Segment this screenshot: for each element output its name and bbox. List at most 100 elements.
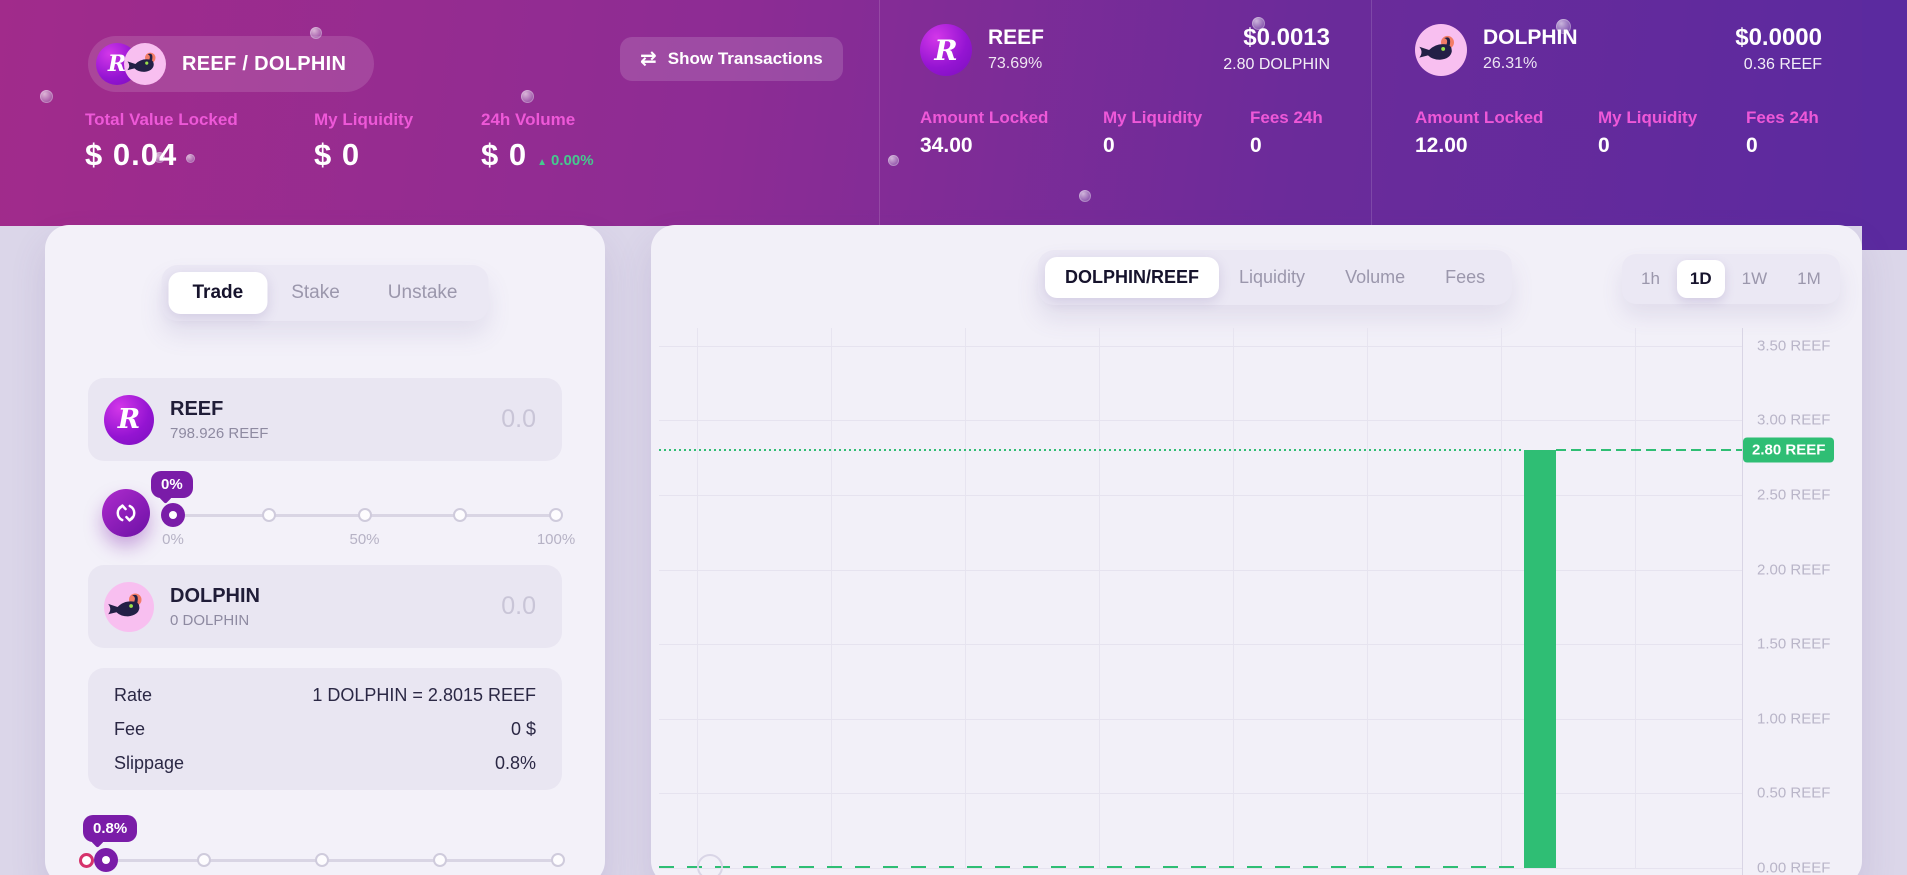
y-axis-line [1742,328,1743,875]
buy-token-row: DOLPHIN 0 DOLPHIN 0.0 [88,565,562,648]
sell-token-balance: 798.926 REEF [170,424,269,442]
swap-cycle-icon [116,504,136,522]
token-symbol: REEF [988,26,1045,49]
trade-panel: Trade Stake Unstake R REEF 798.926 REEF … [45,225,605,875]
reef-token-icon: R [104,394,154,445]
slider-tick[interactable] [197,853,211,867]
slippage-slider-badge: 0.8% [83,815,138,842]
tab-trade[interactable]: Trade [168,272,268,314]
tab-volume[interactable]: Volume [1325,257,1425,298]
slippage-min-marker[interactable] [79,853,94,868]
range-1w[interactable]: 1W [1729,260,1781,298]
token-stat-my-liquidity: My Liquidity 0 [1103,108,1203,157]
token-stat-fees: Fees 24h 0 [1746,108,1819,157]
stat-total-value-locked: Total Value Locked $ 0.04 [85,110,238,173]
y-axis-label: 1.00 REEF [1757,710,1831,728]
y-axis-label: 3.00 REEF [1757,411,1831,429]
y-axis-label: 2.00 REEF [1757,561,1831,579]
buy-amount-input[interactable]: 0.0 [501,592,536,620]
range-1d[interactable]: 1D [1676,260,1725,298]
dolphin-summary-card: DOLPHIN 26.31% $0.0000 0.36 REEF Amount … [1415,24,1822,166]
token-stat-my-liquidity: My Liquidity 0 [1598,108,1698,157]
range-tabs: 1h 1D 1W 1M [1622,254,1840,304]
sell-amount-input[interactable]: 0.0 [501,405,536,433]
slider-label: 50% [349,531,380,548]
dolphin-token-icon [1415,24,1467,76]
detail-slippage: Slippage 0.8% [114,752,536,773]
amount-slider[interactable]: 0% 0% 50% 100% [151,471,575,549]
slider-tick[interactable] [261,508,276,522]
buy-token-name: DOLPHIN [170,584,260,607]
token-share: 73.69% [988,55,1043,72]
stat-label: Total Value Locked [85,110,238,129]
buy-token-balance: 0 DOLPHIN [170,611,250,629]
h-gridline [659,644,1742,646]
bubble-decoration [888,155,899,166]
token-share: 26.31% [1483,55,1538,72]
y-axis-label: 1.50 REEF [1757,635,1831,653]
stat-value: $ 0.04 [85,137,178,172]
bubble-decoration [186,154,195,163]
y-axis-label: 0.00 REEF [1757,859,1831,875]
slider-tick[interactable] [357,508,372,522]
slider-tick[interactable] [453,508,468,522]
bubble-decoration [310,27,322,39]
decorative-circle [697,854,723,875]
baseline [659,866,1557,868]
header: R REEF / DOLPHIN Total Value Locked $ 0.… [0,0,1907,226]
tab-stake[interactable]: Stake [267,272,364,314]
chart-tabs: DOLPHIN/REEF Liquidity Volume Fees [1038,250,1513,305]
trade-tabs: Trade Stake Unstake [161,265,489,321]
bubble-decoration [40,90,53,103]
tab-pair-price[interactable]: DOLPHIN/REEF [1045,257,1220,298]
sell-token-name: REEF [170,397,224,420]
stat-label: My Liquidity [314,110,414,129]
tab-unstake[interactable]: Unstake [364,272,482,314]
tab-liquidity[interactable]: Liquidity [1219,257,1325,298]
transactions-arrows-icon: ⇄ [640,48,657,70]
amount-slider-badge: 0% [151,471,193,498]
show-transactions-button[interactable]: ⇄ Show Transactions [620,37,843,81]
bubble-decoration [1252,17,1265,30]
slider-tick[interactable] [551,853,565,867]
pair-label: REEF / DOLPHIN [182,52,347,75]
volume-change: ▲ 0.00% [537,152,594,169]
h-gridline [659,345,1742,347]
slider-tick[interactable] [549,508,563,522]
reef-token-icon: R [920,24,972,76]
y-axis-label: 0.50 REEF [1757,784,1831,802]
slippage-slider[interactable]: 0.8% [79,815,565,875]
stat-24h-volume: 24h Volume $ 0 ▲ 0.00% [481,110,594,173]
token-stat-fees: Fees 24h 0 [1250,108,1323,157]
pair-selector[interactable]: R REEF / DOLPHIN [88,36,375,92]
h-gridline [659,495,1742,497]
token-price-usd: $0.0013 [1243,24,1330,51]
stat-value: $ 0 [314,137,361,172]
range-1h[interactable]: 1h [1628,260,1673,298]
slider-label: 100% [536,531,576,548]
slider-tick[interactable] [433,853,447,867]
bubble-decoration [154,152,165,163]
stat-label: 24h Volume [481,110,576,129]
token-symbol: DOLPHIN [1483,26,1578,49]
stat-value: $ 0 [481,137,528,172]
swap-direction-button[interactable] [102,489,150,537]
slippage-slider-thumb[interactable] [94,848,118,872]
detail-rate: Rate 1 DOLPHIN = 2.8015 REEF [114,684,536,705]
dolphin-token-icon [124,43,166,85]
tab-fees[interactable]: Fees [1425,257,1505,298]
stat-my-liquidity: My Liquidity $ 0 [314,110,413,173]
reef-summary-card: R REEF 73.69% $0.0013 2.80 DOLPHIN Amoun… [920,24,1330,166]
plot-area [659,328,1742,875]
token-price-usd: $0.0000 [1735,24,1822,51]
header-divider [1371,0,1372,226]
h-gridline [659,868,1742,869]
y-axis-label: 3.50 REEF [1757,337,1831,355]
trade-details: Rate 1 DOLPHIN = 2.8015 REEF Fee 0 $ Sli… [88,668,562,790]
current-price-badge: 2.80 REEF [1743,437,1835,463]
amount-slider-thumb[interactable] [161,503,185,527]
range-1m[interactable]: 1M [1784,260,1834,298]
price-line-left [659,449,1525,452]
slider-tick[interactable] [315,853,329,867]
